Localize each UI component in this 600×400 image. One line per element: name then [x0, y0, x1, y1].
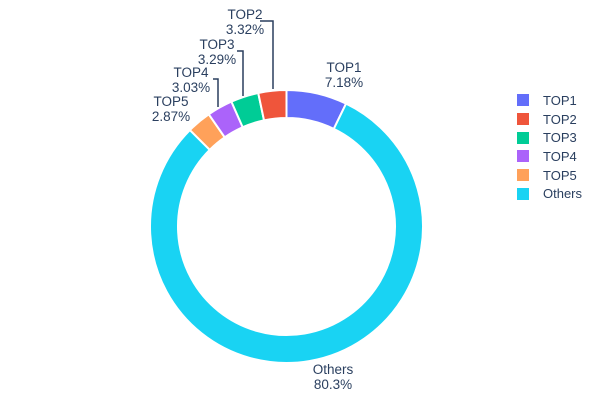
legend-swatch-icon — [517, 169, 529, 182]
legend-swatch-icon — [517, 150, 529, 163]
pie-slice-TOP2[interactable] — [257, 88, 288, 122]
legend-item-label: TOP1 — [543, 92, 577, 108]
legend-item-label: TOP3 — [543, 130, 577, 146]
legend-swatch-icon — [517, 131, 529, 144]
legend-item-TOP2[interactable]: TOP2 — [517, 110, 582, 129]
legend-item-label: TOP5 — [543, 167, 577, 183]
legend-item-TOP1[interactable]: TOP1 — [517, 91, 582, 110]
pie-slice-Others[interactable] — [149, 102, 424, 364]
legend-swatch-icon — [517, 94, 529, 107]
legend-item-label: Others — [543, 186, 583, 202]
legend-swatch-icon — [517, 187, 529, 200]
legend-item-TOP5[interactable]: TOP5 — [517, 166, 582, 185]
legend-item-TOP3[interactable]: TOP3 — [517, 128, 582, 147]
legend: TOP1 TOP2 TOP3 TOP4 TOP5 Others — [517, 91, 582, 203]
label-leader-line-TOP4 — [213, 78, 219, 107]
legend-item-TOP4[interactable]: TOP4 — [517, 147, 582, 166]
legend-swatch-icon — [517, 113, 529, 126]
label-leader-line-TOP3 — [237, 50, 244, 96]
legend-item-label: TOP4 — [543, 148, 577, 164]
label-leader-line-TOP2 — [260, 20, 274, 89]
legend-item-Others[interactable]: Others — [517, 184, 582, 203]
legend-item-label: TOP2 — [543, 111, 577, 127]
